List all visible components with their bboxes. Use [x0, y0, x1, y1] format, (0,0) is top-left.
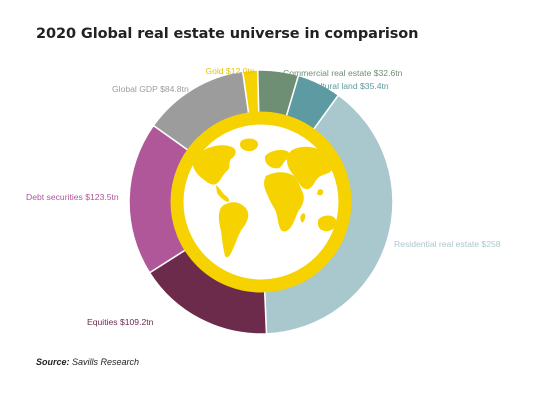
chart-title: 2020 Global real estate universe in comp… [36, 26, 419, 42]
globe-icon [170, 111, 352, 293]
source-text: Savills Research [69, 357, 140, 367]
label-agricultural-land: Agricultural land $35.4tn [296, 81, 389, 91]
label-group: Gold $12.0tn Commercial real estate $32.6… [26, 66, 501, 327]
label-global-gdp: Global GDP $84.8tn [112, 84, 189, 94]
source-prefix: Source: [36, 357, 70, 367]
label-residential-real-estate: Residential real estate $258 [394, 239, 501, 249]
label-debt-securities: Debt securities $123.5tn [26, 192, 119, 202]
label-gold: Gold $12.0tn [205, 66, 254, 76]
label-equities: Equities $109.2tn [87, 317, 154, 327]
label-commercial-real-estate: Commercial real estate $32.6tn [283, 68, 403, 78]
source-note: Source: Savills Research [36, 357, 139, 367]
